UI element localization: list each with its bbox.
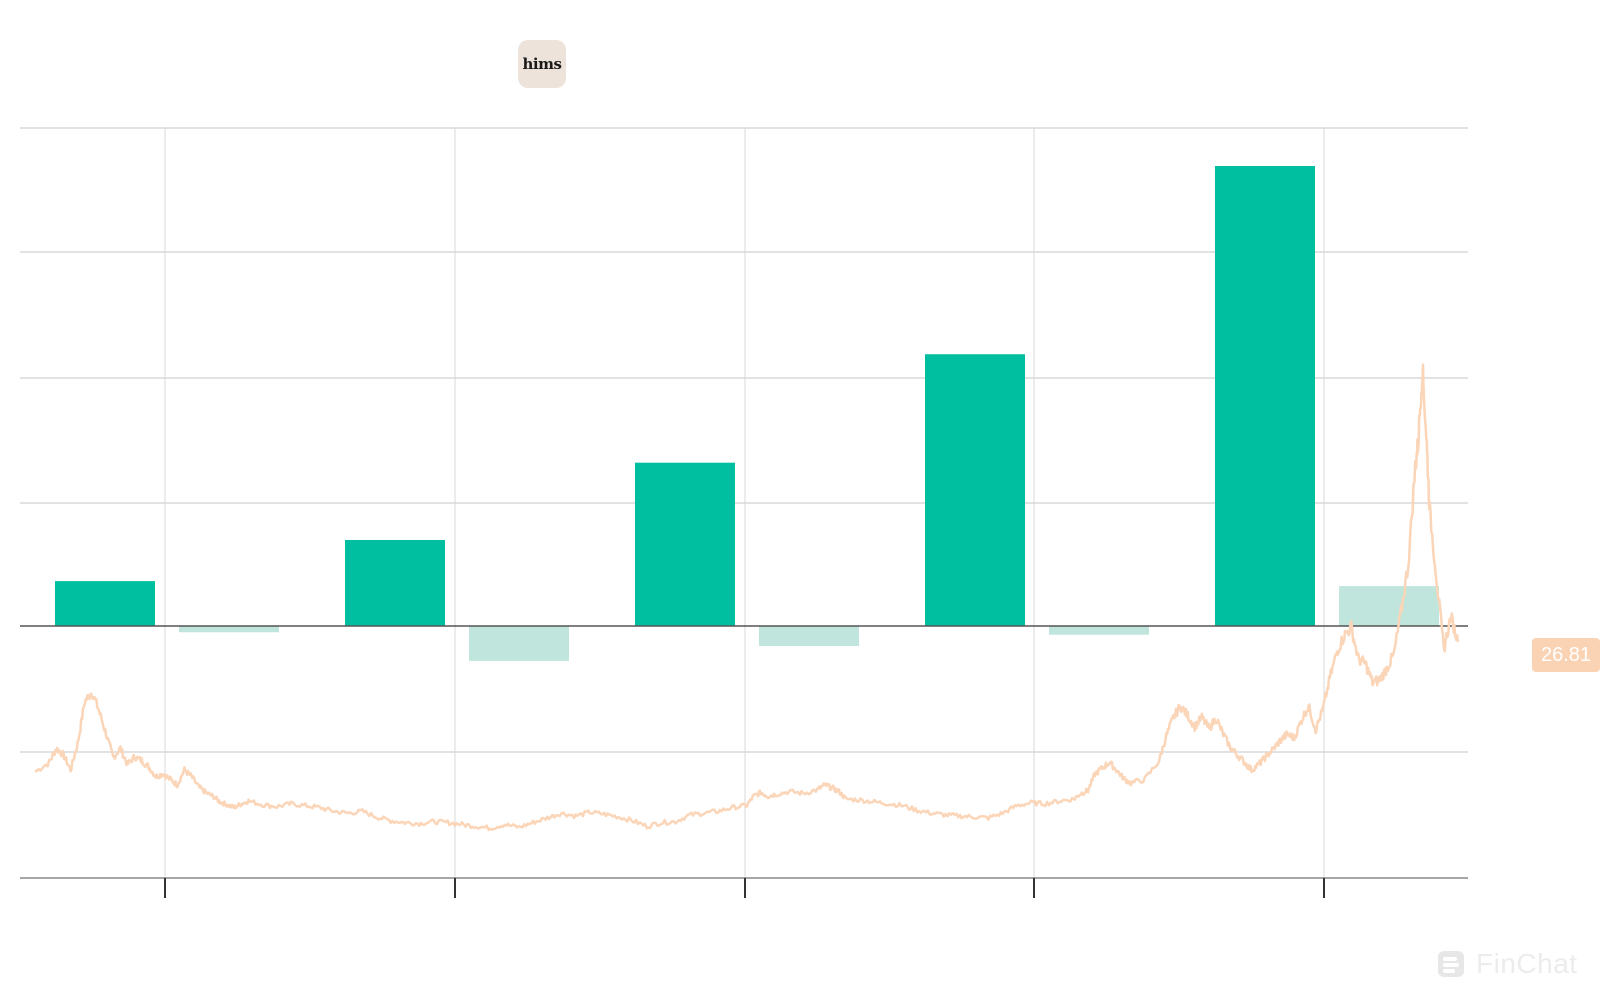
price-line [34, 363, 1460, 832]
company-logo-text: hims [522, 55, 562, 73]
finchat-watermark: FinChat [1436, 948, 1578, 980]
last-price-tag: 26.81 [1532, 638, 1600, 672]
bar-secondary [469, 626, 569, 661]
bar-primary [635, 462, 735, 626]
bar-primary [1215, 166, 1315, 626]
axis-layer [20, 625, 1468, 898]
bar-secondary [759, 626, 859, 646]
last-price-value: 26.81 [1540, 643, 1592, 666]
grid-layer [20, 127, 1468, 878]
bar-primary [55, 581, 155, 626]
finchat-logo-icon [1436, 949, 1466, 979]
bars-layer [55, 166, 1439, 661]
bar-secondary [1339, 586, 1439, 626]
price-line-layer [34, 363, 1460, 832]
bar-primary [925, 354, 1025, 626]
finchat-watermark-text: FinChat [1476, 948, 1578, 979]
bar-primary [345, 539, 445, 626]
company-logo: hims [518, 40, 566, 88]
bar-secondary [179, 626, 279, 633]
bar-secondary [1049, 626, 1149, 635]
